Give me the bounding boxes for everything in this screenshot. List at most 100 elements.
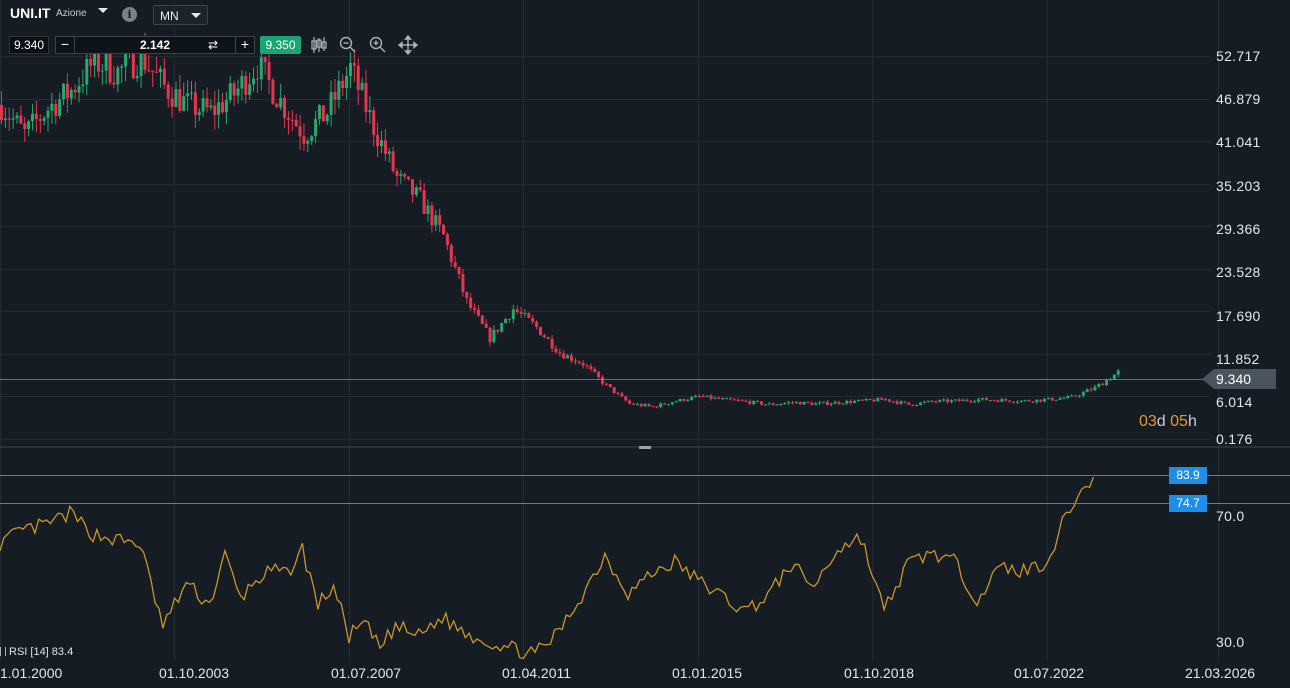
candle-body xyxy=(507,318,511,320)
candle-body xyxy=(655,406,659,408)
candle-body xyxy=(271,79,275,104)
candle-body xyxy=(500,323,504,332)
time-axis-label: 01.10.2018 xyxy=(844,665,915,681)
quantity-input[interactable]: 2.142 xyxy=(75,36,235,54)
candle-body xyxy=(884,399,888,401)
candle-body xyxy=(65,83,69,99)
candle-body xyxy=(228,83,232,101)
candle-body xyxy=(1070,395,1074,397)
candle-body xyxy=(957,399,961,401)
time-axis-label: 1.01.2000 xyxy=(0,665,63,681)
candle-body xyxy=(50,103,54,111)
candle-body xyxy=(980,398,984,400)
bid-price[interactable]: 9.340 xyxy=(9,36,49,54)
decrease-quantity-button[interactable]: − xyxy=(55,36,75,54)
info-icon[interactable]: i xyxy=(122,7,137,22)
candle-countdown: 03d 05h xyxy=(1139,413,1197,431)
candle-body xyxy=(469,297,473,308)
zoom-out-icon[interactable] xyxy=(338,35,358,55)
timeframe-value: MN xyxy=(160,9,179,23)
candle-body xyxy=(736,399,740,401)
candle-body xyxy=(880,398,884,400)
pane-resize-handle[interactable] xyxy=(639,446,651,449)
candle-body xyxy=(3,118,7,121)
candle-body xyxy=(104,53,108,71)
candle-body xyxy=(899,401,903,404)
candle-body xyxy=(93,46,97,66)
candle-body xyxy=(337,80,341,100)
candle-body xyxy=(504,318,508,324)
candle-body xyxy=(849,400,853,403)
candle-body xyxy=(457,266,461,275)
candle-body xyxy=(209,105,213,108)
candle-body xyxy=(697,395,701,397)
candle-body xyxy=(1105,379,1109,386)
candle-body xyxy=(69,89,73,99)
candlestick-icon[interactable] xyxy=(309,35,329,55)
price-candles xyxy=(0,32,1120,409)
candle-body xyxy=(116,67,120,85)
candle-body xyxy=(85,58,89,85)
price-axis-label: 41.041 xyxy=(1216,134,1261,150)
candle-body xyxy=(946,399,950,403)
rsi-level-tag-upper: 83.9 xyxy=(1169,467,1207,484)
candle-body xyxy=(379,140,383,147)
candle-body xyxy=(418,187,422,191)
candle-body xyxy=(345,75,349,88)
candle-body xyxy=(310,136,314,142)
candle-body xyxy=(977,399,981,402)
candle-body xyxy=(1074,395,1078,397)
candle-body xyxy=(298,126,302,137)
candle-body xyxy=(511,309,515,320)
ask-price-button[interactable]: 9.350 xyxy=(260,36,301,54)
chevron-down-icon[interactable] xyxy=(98,8,108,13)
candle-body xyxy=(442,224,446,235)
rsi-legend-text: RSI [14] 83.4 xyxy=(9,646,74,658)
candle-body xyxy=(647,404,651,406)
candle-body xyxy=(395,170,399,176)
candle-body xyxy=(593,369,597,372)
candle-body xyxy=(77,86,81,93)
candle-body xyxy=(891,401,895,403)
candle-body xyxy=(961,399,965,401)
candle-body xyxy=(620,393,624,397)
candle-body xyxy=(732,399,736,401)
increase-quantity-button[interactable]: + xyxy=(235,36,255,54)
zoom-in-icon[interactable] xyxy=(368,35,388,55)
candle-body xyxy=(829,403,833,405)
indicator-settings-icon[interactable] xyxy=(0,647,6,656)
candle-body xyxy=(174,89,178,107)
price-axis-label: 52.717 xyxy=(1216,48,1261,64)
asset-type-label: Azione xyxy=(56,8,87,19)
countdown-hours: 05 xyxy=(1170,413,1188,430)
candle-body xyxy=(686,399,690,401)
candle-body xyxy=(728,398,732,400)
candle-body xyxy=(903,401,907,403)
candle-body xyxy=(1023,400,1027,402)
candle-body xyxy=(0,104,3,121)
candle-body xyxy=(624,396,628,401)
candle-body xyxy=(333,92,337,100)
timeframe-select[interactable]: MN xyxy=(153,5,208,25)
candle-body xyxy=(372,110,376,136)
candle-body xyxy=(562,353,566,359)
candle-body xyxy=(255,78,259,80)
candle-body xyxy=(1008,400,1012,402)
rsi-legend[interactable]: RSI [14] 83.4 xyxy=(0,646,73,658)
candle-body xyxy=(422,190,426,214)
candle-body xyxy=(213,105,217,115)
swap-icon[interactable]: ⇄ xyxy=(207,38,219,52)
candle-body xyxy=(701,396,705,398)
candle-body xyxy=(806,401,810,403)
candle-body xyxy=(162,68,166,85)
candle-body xyxy=(988,400,992,402)
symbol-label[interactable]: UNI.IT xyxy=(10,5,51,21)
candle-body xyxy=(523,313,527,315)
move-icon[interactable] xyxy=(397,34,419,56)
candle-body xyxy=(240,76,244,89)
candle-body xyxy=(100,70,104,72)
candle-body xyxy=(275,103,279,108)
candle-body xyxy=(864,398,868,401)
